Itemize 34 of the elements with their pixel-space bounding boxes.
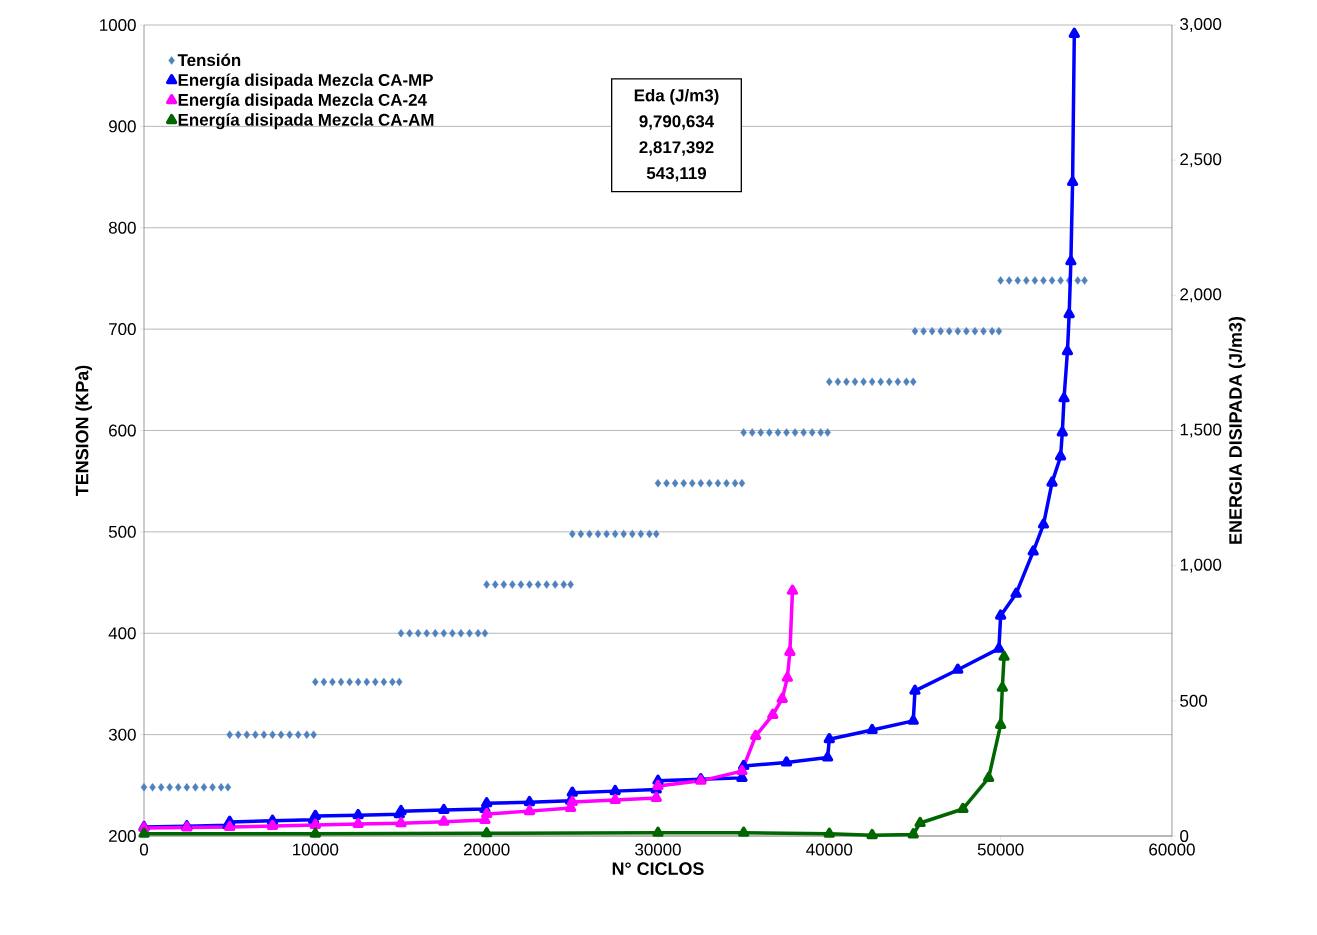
annotation: 9,790,634 bbox=[639, 115, 715, 130]
y-tick-label: 1000 bbox=[100, 18, 136, 31]
x-tick-label: 30000 bbox=[635, 843, 681, 856]
annotation: Eda (J/m3) bbox=[634, 88, 719, 105]
annotation: 2,817,392 bbox=[639, 141, 714, 156]
legend-label: Energía disipada Mezcla CA-AM bbox=[178, 113, 434, 130]
y2-tick-label: 3,000 bbox=[1180, 17, 1222, 32]
y-tick-label: 300 bbox=[108, 728, 136, 741]
x-tick-label: 20000 bbox=[463, 843, 510, 856]
y-axis-title: TENSION (KPa) bbox=[75, 365, 92, 497]
x-tick-label: 0 bbox=[139, 843, 149, 856]
y-tick-label: 600 bbox=[109, 424, 136, 437]
y-tick-label: 700 bbox=[109, 323, 136, 336]
x-tick-label: 50000 bbox=[977, 843, 1024, 856]
x-axis-title: N° CICLOS bbox=[612, 862, 704, 876]
y2-axis-title: ENERGIA DISIPADA (J/m3) bbox=[1228, 316, 1246, 544]
y-tick-label: 500 bbox=[108, 525, 136, 538]
y2-tick-label: 2,000 bbox=[1180, 288, 1222, 303]
y-tick-label: 900 bbox=[109, 120, 136, 133]
y2-tick-label: 1,000 bbox=[1180, 558, 1222, 573]
y-tick-label: 800 bbox=[108, 221, 136, 234]
legend-label: Energía disipada Mezcla CA-24 bbox=[178, 93, 427, 110]
y2-tick-label: 0 bbox=[1180, 830, 1189, 842]
y2-tick-label: 500 bbox=[1180, 694, 1208, 707]
y2-tick-label: 1,500 bbox=[1180, 423, 1222, 438]
y-tick-label: 400 bbox=[108, 627, 136, 640]
x-tick-label: 40000 bbox=[806, 843, 853, 856]
legend-label: Energía disipada Mezcla CA-MP bbox=[178, 73, 433, 90]
y2-tick-label: 2,500 bbox=[1180, 153, 1222, 168]
x-tick-label: 10000 bbox=[293, 843, 339, 856]
x-tick-label: 60000 bbox=[1149, 843, 1195, 856]
y-tick-label: 200 bbox=[109, 830, 136, 842]
legend-label: Tensión bbox=[177, 53, 241, 67]
annotation: 543,119 bbox=[646, 167, 706, 182]
